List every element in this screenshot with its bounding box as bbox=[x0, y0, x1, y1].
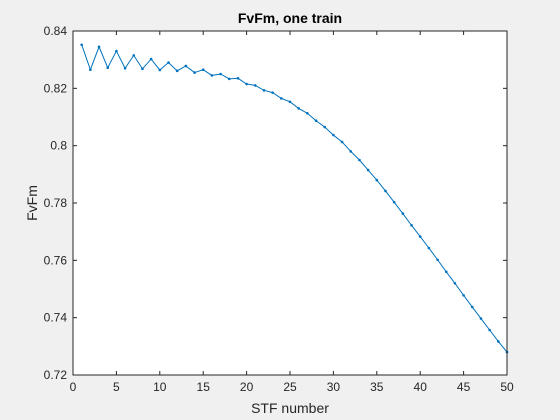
data-point bbox=[297, 107, 300, 110]
y-tick-label: 0.82 bbox=[44, 81, 68, 95]
data-point bbox=[123, 66, 127, 70]
data-point bbox=[193, 71, 196, 74]
y-tick-label: 0.72 bbox=[44, 368, 68, 382]
data-point bbox=[470, 305, 474, 309]
y-tick-label: 0.84 bbox=[44, 24, 68, 38]
data-point bbox=[97, 45, 101, 49]
data-point bbox=[132, 54, 136, 57]
data-point bbox=[106, 66, 110, 69]
data-point bbox=[158, 68, 162, 72]
data-point bbox=[462, 294, 465, 297]
data-point bbox=[358, 158, 361, 162]
data-point bbox=[253, 84, 257, 87]
x-tick-label: 40 bbox=[414, 380, 428, 394]
data-point bbox=[89, 68, 92, 71]
data-point bbox=[288, 100, 292, 104]
data-point bbox=[488, 328, 491, 332]
x-tick-label: 50 bbox=[500, 380, 514, 394]
data-point bbox=[201, 68, 205, 71]
y-tick-label: 0.8 bbox=[50, 139, 67, 153]
x-tick-label: 10 bbox=[153, 380, 167, 394]
data-point bbox=[366, 168, 370, 172]
data-point bbox=[375, 178, 379, 182]
data-point bbox=[427, 246, 431, 250]
data-point bbox=[453, 281, 457, 285]
data-point bbox=[306, 111, 309, 115]
data-point bbox=[184, 64, 188, 68]
data-point bbox=[175, 69, 179, 73]
data-point bbox=[210, 74, 214, 77]
series-layer bbox=[80, 43, 509, 354]
data-point bbox=[271, 91, 274, 94]
x-tick-label: 35 bbox=[370, 380, 384, 394]
data-point bbox=[340, 140, 344, 144]
x-tick-label: 0 bbox=[70, 380, 77, 394]
data-point bbox=[349, 150, 353, 153]
data-point bbox=[410, 224, 413, 227]
data-point bbox=[141, 67, 144, 71]
data-point bbox=[384, 189, 387, 193]
x-axis-label: STF number bbox=[251, 400, 329, 416]
x-tick-label: 30 bbox=[327, 380, 341, 394]
data-point bbox=[323, 125, 327, 129]
plot-area bbox=[73, 31, 507, 375]
data-point bbox=[497, 340, 500, 343]
data-point bbox=[227, 77, 231, 81]
x-tick-label: 5 bbox=[113, 380, 120, 394]
x-tick-label: 45 bbox=[457, 380, 471, 394]
data-point bbox=[418, 235, 422, 238]
y-tick-label: 0.74 bbox=[44, 311, 68, 325]
data-point bbox=[149, 57, 153, 61]
data-point bbox=[115, 49, 118, 53]
data-point bbox=[167, 61, 170, 64]
data-point bbox=[444, 270, 448, 274]
data-point bbox=[245, 82, 248, 86]
data-point bbox=[401, 212, 405, 215]
y-tick-label: 0.76 bbox=[44, 253, 68, 267]
data-point bbox=[436, 258, 439, 262]
x-tick-label: 25 bbox=[283, 380, 297, 394]
chart-title: FvFm, one train bbox=[238, 10, 342, 26]
y-axis-label: FvFm bbox=[24, 185, 40, 221]
data-point bbox=[314, 119, 318, 123]
data-point bbox=[236, 77, 240, 80]
x-tick-label: 15 bbox=[197, 380, 211, 394]
data-point bbox=[219, 72, 222, 76]
data-point bbox=[479, 317, 483, 320]
data-point bbox=[262, 89, 266, 92]
data-point bbox=[332, 133, 335, 137]
data-point bbox=[280, 97, 283, 100]
x-tick-label: 20 bbox=[240, 380, 254, 394]
y-tick-label: 0.78 bbox=[44, 196, 68, 210]
data-point bbox=[80, 43, 83, 47]
data-point bbox=[392, 200, 396, 204]
axes-layer: 0 5 10 15 20 25 30 35 40 45 50 0.72 0.74 0.76 0.78 0.8 0… bbox=[44, 24, 514, 394]
series-line bbox=[81, 44, 508, 353]
